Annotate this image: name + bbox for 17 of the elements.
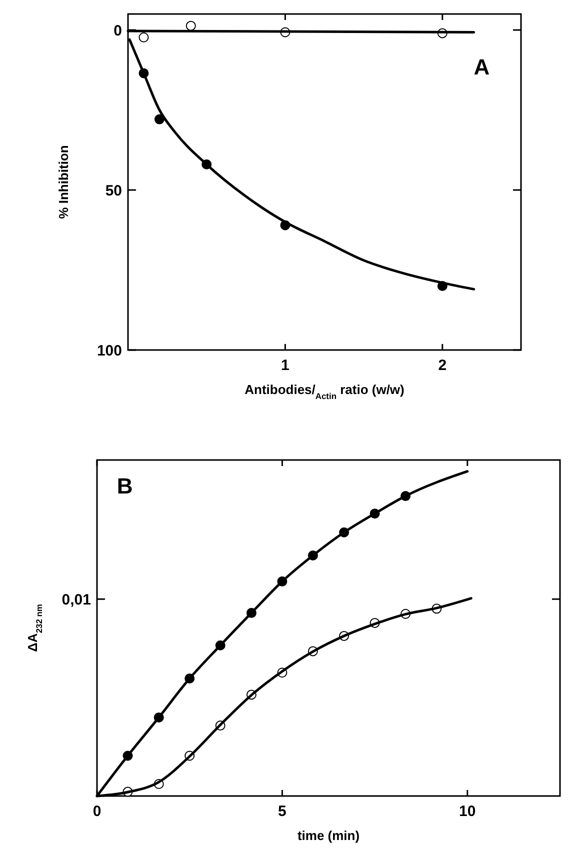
text: A: [474, 54, 490, 80]
x-axis-title: time (min): [297, 828, 360, 843]
x-tick-label: 5: [278, 803, 286, 820]
chart-title: B: [116, 474, 133, 499]
x-tick-label: 10: [459, 803, 476, 820]
point: [138, 32, 149, 42]
x-tick-label: 1: [281, 357, 290, 374]
point: [186, 20, 196, 31]
y-tick-label: 50: [105, 182, 122, 200]
x-tick-label: 2: [438, 357, 447, 374]
text: 0,01: [62, 591, 91, 608]
y-axis-title: % Inhibition: [56, 145, 71, 219]
point: [154, 114, 164, 124]
y-tick-label: 0: [114, 22, 122, 40]
x-axis-title: Antibodies/$_{Actin}$ ratio (w/w): [244, 382, 404, 401]
x-tick-label: 0: [92, 803, 102, 820]
y-tick-label: 100: [96, 342, 122, 360]
